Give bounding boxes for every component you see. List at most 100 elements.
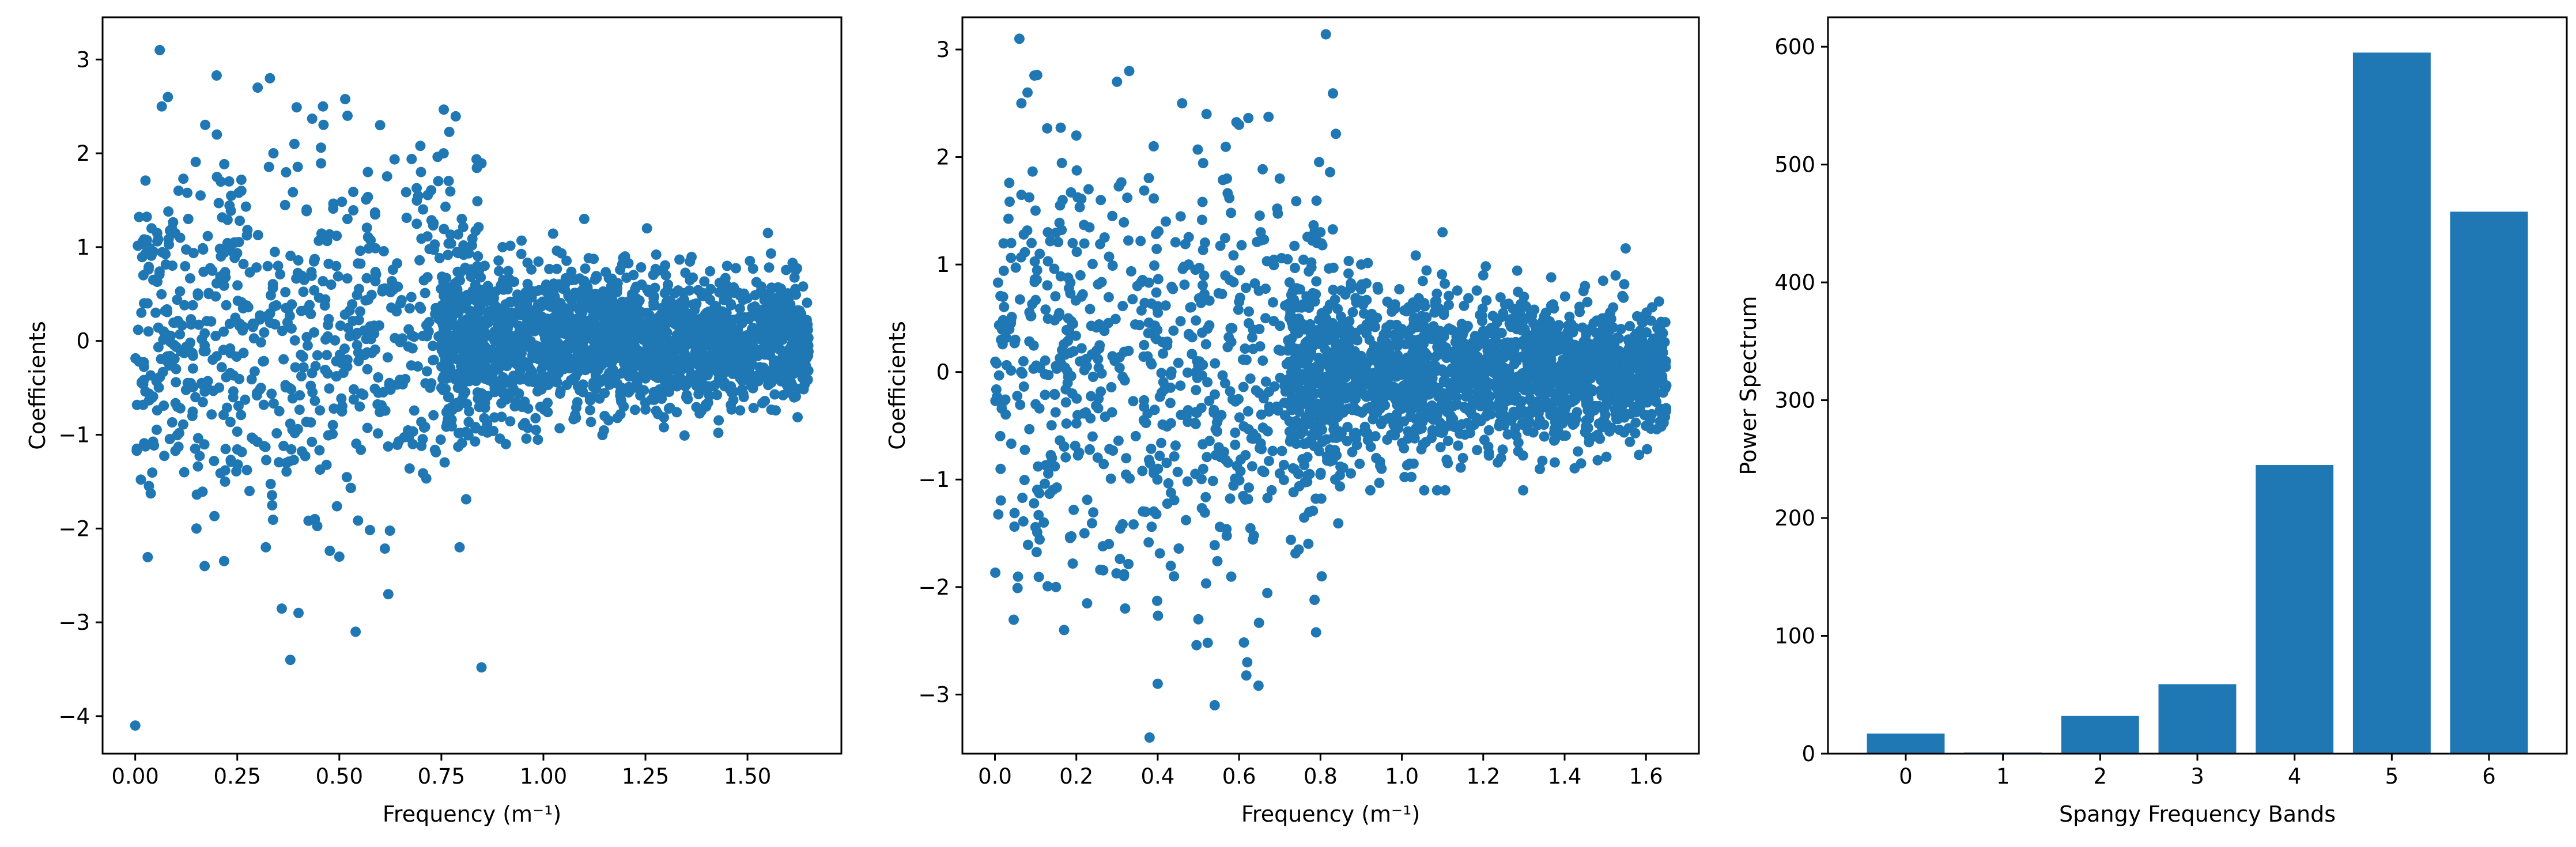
scatter-point: [228, 392, 239, 403]
scatter-point: [1311, 276, 1322, 287]
scatter-point: [701, 307, 712, 318]
scatter-point: [199, 328, 210, 339]
scatter-point: [1042, 581, 1053, 592]
scatter-point: [414, 255, 425, 266]
scatter-point: [377, 286, 388, 297]
scatter-point: [571, 413, 581, 423]
scatter-point: [717, 339, 728, 350]
scatter-point: [1399, 305, 1410, 316]
scatter-point: [591, 271, 602, 282]
scatter-point: [445, 229, 456, 240]
scatter-point: [1099, 232, 1110, 243]
scatter-point: [747, 263, 758, 274]
scatter-point: [1569, 384, 1580, 395]
scatter-point: [466, 271, 477, 282]
scatter-point: [1040, 478, 1050, 489]
scatter-point: [1143, 277, 1154, 288]
scatter-point: [1198, 280, 1208, 291]
scatter-point: [1158, 348, 1169, 359]
scatter-point: [712, 390, 723, 400]
scatter-point: [1444, 290, 1454, 301]
scatter-point: [324, 546, 335, 556]
scatter-point: [1481, 295, 1492, 306]
scatter-point: [200, 119, 211, 130]
scatter-point: [516, 235, 527, 246]
scatter-point: [1033, 509, 1044, 520]
x-tick-label: 0.75: [418, 764, 465, 789]
scatter-point: [1055, 271, 1066, 282]
scatter-point: [1426, 413, 1436, 423]
scatter-point: [1271, 401, 1282, 412]
scatter-point: [1554, 320, 1564, 331]
scatter-point: [505, 296, 516, 307]
scatter-point: [428, 410, 439, 421]
scatter-point: [1291, 283, 1302, 294]
scatter-point: [358, 390, 369, 400]
scatter-point: [393, 436, 404, 447]
scatter-point: [1227, 394, 1238, 405]
scatter-point: [516, 248, 527, 259]
scatter-point: [397, 333, 408, 344]
scatter-point: [277, 326, 288, 336]
scatter-point: [1328, 285, 1339, 296]
scatter-point: [1515, 403, 1526, 414]
scatter-point: [1546, 300, 1557, 311]
scatter-point: [1012, 583, 1023, 593]
scatter-point: [1387, 306, 1397, 317]
scatter-point: [746, 331, 757, 342]
scatter-point: [175, 232, 186, 243]
scatter-point: [1374, 478, 1385, 489]
scatter-point: [726, 404, 737, 415]
scatter-point: [291, 102, 302, 113]
scatter-point: [713, 428, 724, 438]
scatter-point: [263, 161, 274, 172]
scatter-point: [1653, 296, 1664, 307]
scatter-point: [1448, 414, 1459, 425]
scatter-point: [1407, 303, 1418, 313]
scatter-point: [1055, 435, 1066, 446]
scatter-point: [742, 373, 753, 384]
scatter-point: [401, 213, 412, 224]
scatter-point: [1199, 237, 1210, 248]
scatter-point: [1152, 595, 1162, 606]
scatter-point: [1284, 416, 1295, 427]
scatter-point: [285, 383, 296, 394]
scatter-point: [232, 317, 243, 328]
scatter-point: [190, 392, 201, 403]
scatter-point: [151, 424, 162, 435]
scatter-point: [1463, 293, 1474, 304]
scatter-point: [1661, 380, 1672, 391]
scatter-point: [651, 361, 662, 372]
scatter-point: [1220, 270, 1231, 281]
scatter-point: [278, 354, 289, 365]
scatter-point: [555, 386, 566, 396]
scatter-point: [179, 300, 190, 311]
scatter-point: [1175, 211, 1186, 222]
scatter-point: [1539, 311, 1550, 322]
scatter-point: [794, 362, 804, 373]
scatter-point: [309, 327, 319, 338]
scatter-point: [1060, 349, 1071, 360]
scatter-point: [704, 390, 715, 401]
scatter-point: [1660, 361, 1671, 372]
scatter-point: [505, 416, 516, 427]
scatter-point: [494, 314, 505, 325]
scatter-point: [516, 362, 527, 373]
scatter-point: [535, 402, 546, 413]
scatter-point: [163, 206, 174, 217]
scatter-point: [1267, 445, 1278, 456]
scatter-point: [1255, 341, 1266, 352]
scatter-point: [1533, 408, 1544, 419]
scatter-point: [207, 354, 218, 365]
scatter-point: [384, 525, 395, 536]
scatter-point: [509, 401, 520, 412]
scatter-point: [280, 287, 291, 297]
scatter-point: [1459, 326, 1470, 336]
scatter-point: [1467, 378, 1477, 389]
scatter-point: [1370, 431, 1381, 442]
scatter-point: [1318, 389, 1328, 400]
scatter-point: [1646, 365, 1657, 376]
scatter-point: [1154, 451, 1165, 462]
scatter-point: [628, 289, 639, 300]
scatter-point: [561, 380, 572, 390]
